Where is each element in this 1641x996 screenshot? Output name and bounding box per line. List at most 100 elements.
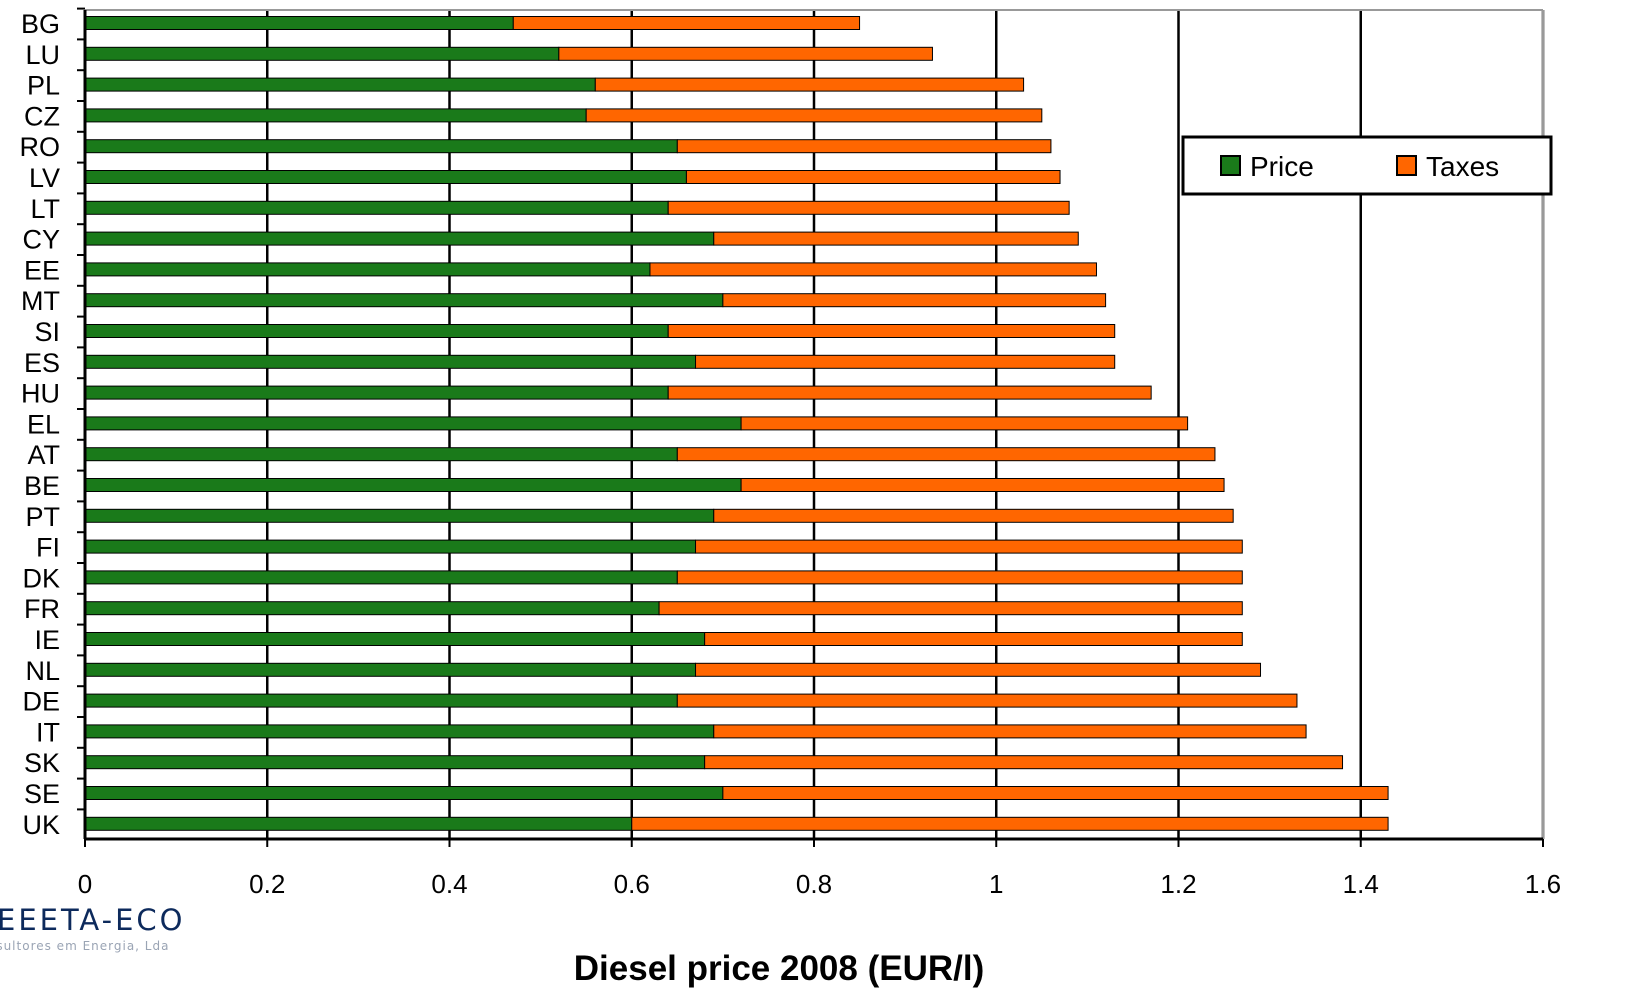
- x-tick-label: 1.4: [1343, 869, 1379, 899]
- bar-taxes-SI: [667, 324, 1116, 338]
- category-label: HU: [21, 379, 60, 409]
- axes: [77, 7, 1544, 847]
- legend-swatch-taxes: [1396, 155, 1417, 176]
- x-tick-label: 0.8: [796, 869, 832, 899]
- category-label: EL: [27, 409, 60, 439]
- bar-taxes-NL: [695, 662, 1262, 677]
- x-tick-label: 0.2: [249, 869, 285, 899]
- x-tick-label: 1: [989, 869, 1003, 899]
- bar-price-LU: [84, 46, 560, 61]
- bar-taxes-EE: [649, 262, 1097, 277]
- x-tick-label: 0.4: [431, 869, 467, 899]
- category-label: PT: [25, 502, 60, 532]
- bar-price-PT: [84, 508, 715, 523]
- category-label: UK: [22, 810, 60, 840]
- category-label: SI: [34, 317, 60, 347]
- bar-price-AT: [84, 447, 678, 462]
- category-label: FR: [24, 594, 60, 624]
- x-tick-label: 1.6: [1525, 869, 1561, 899]
- category-label: EE: [24, 255, 60, 285]
- logo: EEETA-ECO Consultores em Energia, Lda: [0, 903, 186, 953]
- bar-taxes-BE: [740, 478, 1225, 492]
- bar-price-RO: [84, 139, 678, 154]
- category-label: PL: [27, 71, 60, 101]
- bar-taxes-FI: [695, 539, 1243, 554]
- bar-price-FI: [84, 539, 697, 554]
- category-label: CY: [22, 225, 60, 255]
- bar-taxes-SE: [722, 786, 1389, 800]
- bar-taxes-BG: [512, 16, 861, 30]
- bar-price-NL: [84, 662, 697, 677]
- bar-taxes-IT: [713, 724, 1307, 739]
- bar-price-SI: [84, 324, 669, 338]
- bar-price-SE: [84, 786, 724, 800]
- bar-taxes-RO: [676, 139, 1052, 154]
- bar-price-DE: [84, 693, 678, 708]
- logo-text: EEETA-ECO: [0, 903, 186, 937]
- category-label: IT: [36, 717, 60, 747]
- category-label: NL: [25, 656, 60, 686]
- bar-price-BE: [84, 478, 742, 492]
- category-label: ES: [24, 348, 60, 378]
- category-label: AT: [28, 440, 61, 470]
- axis-labels: 0 0.2 0.4 0.6 0.8 1 1.2 1.4 1.6BGLUPLCZROLVLTCYE…: [20, 9, 1562, 899]
- category-label: LT: [30, 194, 60, 224]
- bar-price-PL: [84, 77, 596, 92]
- bar-taxes-CZ: [585, 108, 1043, 123]
- x-tick-label: 0.6: [614, 869, 650, 899]
- category-label: LU: [25, 40, 60, 70]
- bar-taxes-FR: [658, 601, 1243, 616]
- bar-price-LT: [84, 200, 669, 215]
- bar-price-SK: [84, 755, 706, 770]
- legend: Price Taxes: [1181, 135, 1553, 196]
- bar-price-UK: [84, 816, 633, 831]
- category-label: IE: [34, 625, 60, 655]
- legend-swatch-price: [1220, 155, 1241, 176]
- bar-price-DK: [84, 570, 678, 585]
- bar-taxes-LU: [558, 46, 933, 61]
- bar-taxes-IE: [704, 632, 1243, 646]
- bar-price-ES: [84, 354, 697, 369]
- bar-taxes-DK: [676, 570, 1243, 585]
- category-label: MT: [21, 286, 60, 316]
- category-label: LV: [29, 163, 60, 193]
- bar-price-EE: [84, 262, 651, 277]
- category-label: BG: [21, 9, 60, 39]
- bar-price-EL: [84, 416, 742, 431]
- bar-taxes-MT: [722, 293, 1107, 308]
- legend-label-taxes: Taxes: [1426, 151, 1499, 182]
- bar-taxes-AT: [676, 447, 1216, 462]
- bar-taxes-SK: [704, 755, 1344, 770]
- legend-label-price: Price: [1250, 151, 1314, 182]
- category-label: RO: [20, 132, 61, 162]
- category-label: DE: [22, 687, 60, 717]
- bar-taxes-LT: [667, 200, 1070, 215]
- x-axis-title: Diesel price 2008 (EUR/l): [574, 949, 984, 988]
- bar-taxes-LV: [685, 170, 1061, 184]
- category-label: BE: [24, 471, 60, 501]
- bar-taxes-EL: [740, 416, 1189, 431]
- bar-price-HU: [84, 385, 669, 400]
- bar-price-CY: [84, 231, 715, 246]
- bar-taxes-PL: [594, 77, 1025, 92]
- bar-taxes-HU: [667, 385, 1152, 400]
- bar-price-BG: [84, 16, 514, 30]
- bar-taxes-UK: [631, 816, 1389, 831]
- bar-taxes-DE: [676, 693, 1298, 708]
- bar-taxes-ES: [695, 354, 1116, 369]
- category-label: SK: [24, 748, 60, 778]
- bars: [84, 16, 1389, 831]
- bar-price-LV: [84, 170, 687, 184]
- bar-price-IT: [84, 724, 715, 739]
- bar-price-MT: [84, 293, 724, 308]
- category-label: SE: [24, 779, 60, 809]
- x-tick-label: 1.2: [1160, 869, 1196, 899]
- bar-taxes-CY: [713, 231, 1079, 246]
- category-label: CZ: [24, 101, 60, 131]
- bar-price-FR: [84, 601, 660, 616]
- category-label: DK: [22, 563, 60, 593]
- bar-taxes-PT: [713, 508, 1234, 523]
- bar-price-CZ: [84, 108, 587, 123]
- category-label: FI: [36, 533, 60, 563]
